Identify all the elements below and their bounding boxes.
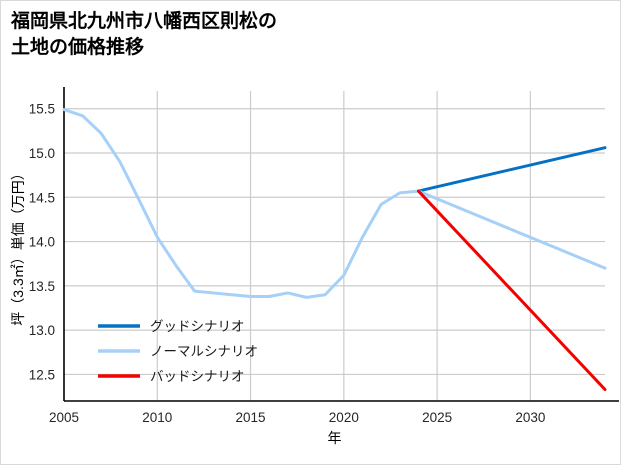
legend-label: ノーマルシナリオ — [150, 344, 258, 359]
y-tick-label: 13.0 — [29, 323, 55, 338]
x-axis-ticks: 2005 2010 2015 2020 2025 2030 — [49, 410, 545, 425]
grid-lines — [64, 91, 605, 401]
y-tick-label: 15.5 — [29, 102, 55, 117]
x-tick-label: 2020 — [329, 410, 359, 425]
y-tick-label: 13.5 — [29, 279, 55, 294]
x-axis-label: 年 — [328, 430, 342, 446]
series-line — [62, 108, 607, 299]
y-tick-label: 14.5 — [29, 190, 55, 205]
y-tick-label: 12.5 — [29, 367, 55, 382]
x-tick-label: 2030 — [515, 410, 545, 425]
y-tick-label: 14.0 — [29, 235, 55, 250]
y-tick-label: 15.0 — [29, 146, 55, 161]
y-axis-ticks: 12.5 13.0 13.5 14.0 14.5 15.0 15.5 — [29, 102, 55, 383]
x-tick-label: 2010 — [142, 410, 172, 425]
plot-axes — [63, 87, 619, 402]
page-title: 福岡県北九州市八幡西区則松の 土地の価格推移 — [11, 11, 278, 58]
legend-label: グッドシナリオ — [150, 319, 245, 334]
y-axis-label: 坪（3.3㎡）単価（万円） — [10, 166, 26, 325]
x-tick-label: 2015 — [236, 410, 266, 425]
data-series — [62, 108, 607, 391]
legend-label: バッドシナリオ — [150, 369, 245, 384]
series-line — [416, 146, 607, 193]
x-tick-label: 2005 — [49, 410, 79, 425]
series-line — [416, 189, 607, 391]
x-tick-label: 2025 — [422, 410, 452, 425]
